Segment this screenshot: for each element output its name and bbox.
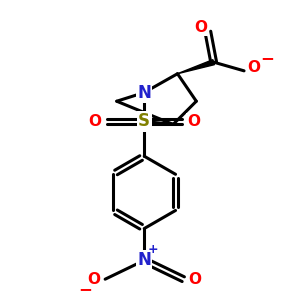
Text: O: O <box>187 114 200 129</box>
Text: N: N <box>137 251 151 269</box>
Text: −: − <box>260 49 274 67</box>
Text: N: N <box>137 83 151 101</box>
Text: O: O <box>188 272 201 287</box>
Text: +: + <box>148 243 158 256</box>
Text: O: O <box>248 60 261 75</box>
Text: O: O <box>88 114 101 129</box>
Text: O: O <box>194 20 207 35</box>
Text: S: S <box>138 112 150 130</box>
Text: −: − <box>79 280 92 298</box>
Polygon shape <box>178 60 214 74</box>
Text: O: O <box>88 272 101 287</box>
